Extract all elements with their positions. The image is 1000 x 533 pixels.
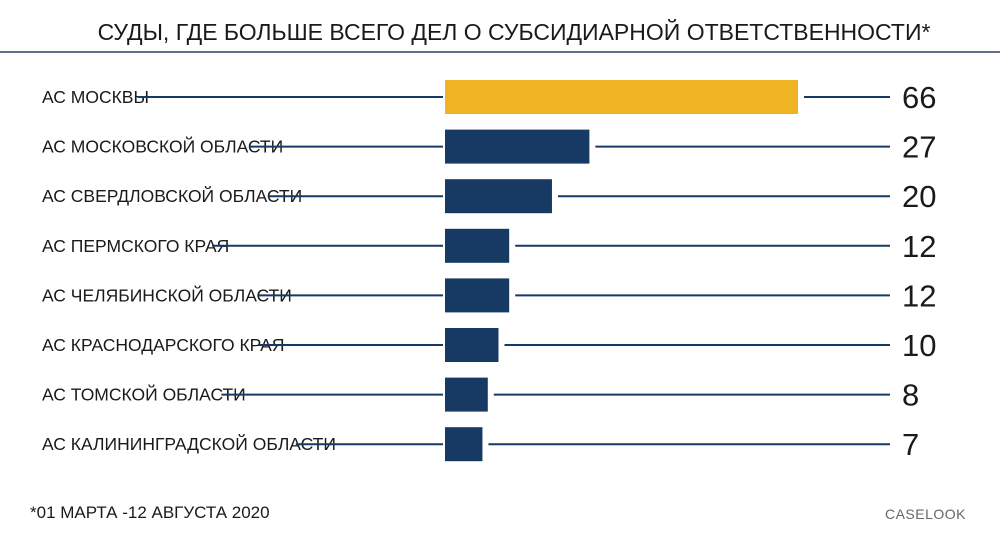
- value-label: 27: [902, 130, 936, 165]
- chart-rows: АС МОСКВЫ 66 АС МОСКОВСКОЙ ОБЛАСТИ 27 АС СВЕ…: [42, 80, 936, 462]
- bar: [445, 228, 510, 263]
- category-label: АС ПЕРМСКОГО КРАЯ: [42, 236, 229, 256]
- value-label: 8: [902, 378, 919, 413]
- bar: [445, 80, 798, 114]
- category-label: АС ТОМСКОЙ ОБЛАСТИ: [42, 384, 246, 405]
- bar: [445, 179, 552, 214]
- category-label: АС КАЛИНИНГРАДСКОЙ ОБЛАСТИ: [42, 433, 336, 454]
- bar: [445, 129, 590, 164]
- category-label: АС СВЕРДЛОВСКОЙ ОБЛАСТИ: [42, 185, 302, 206]
- value-label: 10: [902, 328, 936, 363]
- category-label: АС МОСКОВСКОЙ ОБЛАСТИ: [42, 136, 283, 157]
- value-label: 7: [902, 427, 919, 462]
- value-label: 12: [902, 229, 936, 264]
- bar: [445, 427, 483, 462]
- bar: [445, 377, 488, 412]
- value-label: 20: [902, 179, 936, 214]
- category-label: АС МОСКВЫ: [42, 87, 149, 107]
- category-label: АС ЧЕЛЯБИНСКОЙ ОБЛАСТИ: [42, 284, 292, 305]
- value-label: 12: [902, 278, 936, 313]
- footnote: *01 МАРТА -12 АВГУСТА 2020: [30, 503, 270, 522]
- chart-title: СУДЫ, ГДЕ БОЛЬШЕ ВСЕГО ДЕЛ О СУБСИДИАРНО…: [98, 18, 931, 45]
- category-label: АС КРАСНОДАРСКОГО КРАЯ: [42, 335, 285, 355]
- value-label: 66: [902, 80, 936, 115]
- source-brand: CASELOOK: [885, 506, 966, 522]
- bar: [445, 328, 499, 362]
- bar: [445, 278, 510, 313]
